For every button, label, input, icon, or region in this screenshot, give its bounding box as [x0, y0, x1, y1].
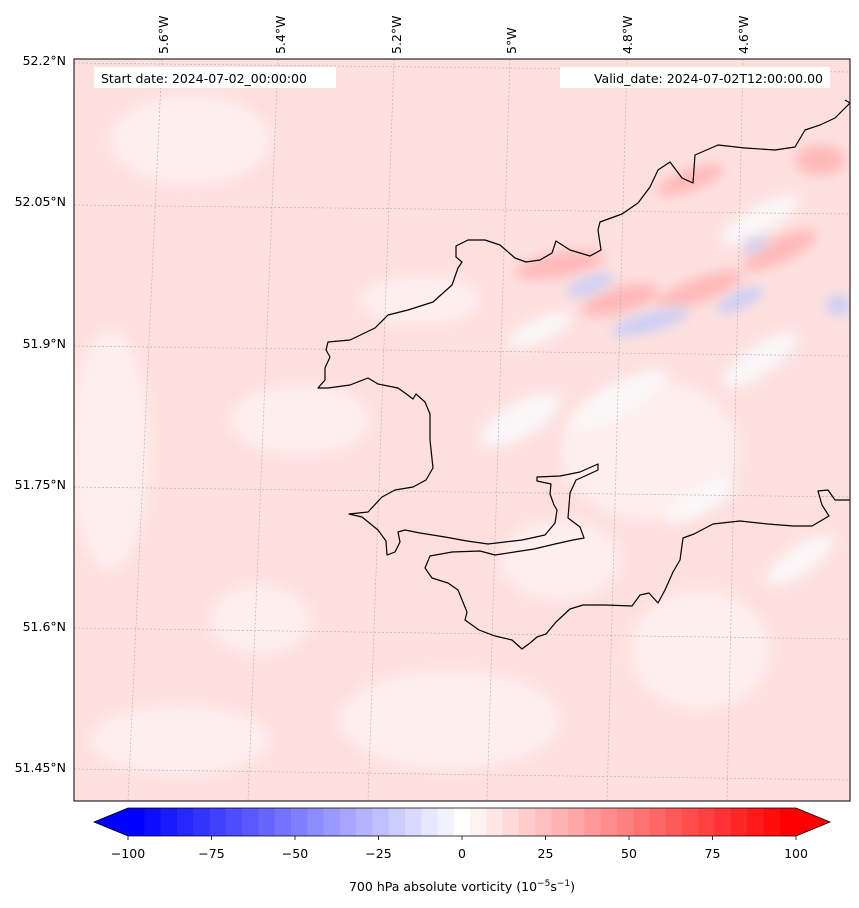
colorbar-tick-label: 50	[621, 846, 637, 861]
colorbar-tick-label: −75	[198, 846, 224, 861]
lon-label-6: 4.6°W	[736, 16, 751, 55]
colorbar-swatch	[209, 808, 227, 836]
coastline-east-fragment	[844, 99, 850, 104]
coastline-north	[317, 102, 850, 650]
colorbar-ticks: −100 −75 −50 −25 0 25 50 75 100	[111, 836, 808, 861]
vorticity-neutral-streaks	[480, 194, 834, 586]
map-frame	[73, 58, 851, 802]
latitude-labels: 52.2°N 52.05°N 51.9°N 51.75°N 51.6°N 51.…	[15, 53, 66, 775]
colorbar-tick-label: −100	[111, 846, 145, 861]
lon-label-5: 4.8°W	[620, 16, 635, 55]
lon-label-4: 5°W	[504, 27, 519, 54]
colorbar-tick-label: 25	[538, 846, 554, 861]
colorbar-swatch	[225, 808, 243, 836]
colorbar-swatch	[551, 808, 569, 836]
colorbar-swatch	[193, 808, 211, 836]
start-date-box: Start date: 2024-07-02_00:00:00	[94, 67, 336, 88]
vorticity-negative-streaks	[566, 236, 850, 336]
lon-label-2: 5.4°W	[273, 16, 288, 55]
longitude-labels: 5.6°W 5.4°W 5.2°W 5°W 4.8°W 4.6°W	[156, 16, 751, 55]
colorbar-swatch	[339, 808, 357, 836]
coastline	[317, 99, 850, 650]
colorbar-swatch	[421, 808, 439, 836]
colorbar-swatch	[502, 808, 520, 836]
colorbar-extend-min	[94, 808, 128, 836]
colorbar-swatch	[633, 808, 650, 836]
colorbar-swatch	[128, 808, 145, 836]
colorbar-swatch	[176, 808, 194, 836]
colorbar-swatch	[649, 808, 667, 836]
colorbar-tick-label: −50	[282, 846, 308, 861]
colorbar-swatch	[404, 808, 422, 836]
colorbar-swatch	[437, 808, 455, 836]
lat-label-6: 51.45°N	[15, 760, 66, 775]
valid-date-label: Valid_date: 2024-07-02T12:00:00.00	[594, 71, 823, 86]
colorbar-tick-label: 75	[705, 846, 721, 861]
lat-label-4: 51.75°N	[15, 477, 66, 492]
colorbar-swatch	[600, 808, 618, 836]
colorbar-swatch	[274, 808, 292, 836]
colorbar-swatch	[323, 808, 341, 836]
colorbar-swatch	[307, 808, 325, 836]
colorbar-swatch	[584, 808, 602, 836]
colorbar-label: 700 hPa absolute vorticity (10−5s−1)	[349, 879, 575, 894]
colorbar-swatch	[763, 808, 781, 836]
colorbar-tick-label: 0	[458, 846, 466, 861]
colorbar-swatch	[665, 808, 683, 836]
colorbar-swatch	[388, 808, 406, 836]
vorticity-low-patches	[74, 95, 770, 775]
lon-label-1: 5.6°W	[156, 16, 171, 55]
map-area[interactable]: Start date: 2024-07-02_00:00:00 Valid_da…	[70, 59, 850, 801]
colorbar-swatch	[730, 808, 748, 836]
colorbar: −100 −75 −50 −25 0 25 50 75 100	[92, 807, 832, 861]
colorbar-swatches	[128, 808, 797, 836]
colorbar-swatch	[698, 808, 716, 836]
colorbar-swatch	[144, 808, 162, 836]
colorbar-swatch	[290, 808, 308, 836]
colorbar-swatch	[535, 808, 553, 836]
colorbar-swatch	[356, 808, 373, 836]
colorbar-swatch	[567, 808, 585, 836]
lat-label-1: 52.2°N	[23, 53, 66, 68]
colorbar-swatch	[616, 808, 634, 836]
colorbar-swatch	[714, 808, 732, 836]
colorbar-swatch	[372, 808, 390, 836]
colorbar-swatch	[242, 808, 259, 836]
colorbar-extend-max	[796, 808, 830, 836]
lat-label-2: 52.05°N	[15, 194, 66, 209]
vorticity-positive-streaks	[515, 145, 845, 317]
colorbar-swatch	[258, 808, 276, 836]
graticule	[74, 59, 850, 801]
colorbar-swatch	[779, 808, 797, 836]
colorbar-swatch	[681, 808, 699, 836]
start-date-label: Start date: 2024-07-02_00:00:00	[101, 71, 307, 86]
colorbar-swatch	[470, 808, 488, 836]
lat-label-5: 51.6°N	[23, 619, 66, 634]
lon-label-3: 5.2°W	[389, 16, 404, 55]
colorbar-swatch	[453, 808, 471, 836]
colorbar-swatch	[747, 808, 765, 836]
colorbar-swatch	[519, 808, 536, 836]
colorbar-swatch	[486, 808, 504, 836]
colorbar-tick-label: 100	[784, 846, 808, 861]
valid-date-box: Valid_date: 2024-07-02T12:00:00.00	[560, 67, 830, 88]
colorbar-swatch	[160, 808, 178, 836]
lat-label-3: 51.9°N	[23, 336, 66, 351]
colorbar-tick-label: −25	[365, 846, 391, 861]
